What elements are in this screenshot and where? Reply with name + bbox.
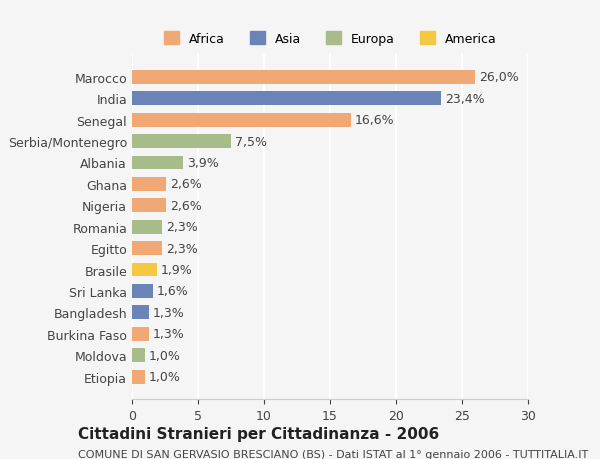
Legend: Africa, Asia, Europa, America: Africa, Asia, Europa, America bbox=[158, 27, 502, 50]
Bar bbox=[132, 241, 163, 256]
Text: 2,3%: 2,3% bbox=[166, 221, 198, 234]
Bar bbox=[132, 306, 149, 319]
Text: 3,9%: 3,9% bbox=[187, 157, 219, 170]
Text: 2,6%: 2,6% bbox=[170, 178, 202, 191]
Text: 2,3%: 2,3% bbox=[166, 242, 198, 255]
Text: Cittadini Stranieri per Cittadinanza - 2006: Cittadini Stranieri per Cittadinanza - 2… bbox=[78, 425, 439, 441]
Text: 16,6%: 16,6% bbox=[355, 114, 395, 127]
Text: 7,5%: 7,5% bbox=[235, 135, 267, 148]
Bar bbox=[132, 199, 166, 213]
Bar bbox=[132, 178, 166, 191]
Text: 2,6%: 2,6% bbox=[170, 199, 202, 213]
Bar bbox=[132, 156, 184, 170]
Text: 1,3%: 1,3% bbox=[153, 328, 185, 341]
Bar bbox=[132, 71, 475, 84]
Text: 1,3%: 1,3% bbox=[153, 306, 185, 319]
Bar bbox=[132, 284, 153, 298]
Bar bbox=[132, 92, 441, 106]
Text: 26,0%: 26,0% bbox=[479, 71, 519, 84]
Text: 1,0%: 1,0% bbox=[149, 349, 181, 362]
Bar bbox=[132, 113, 351, 127]
Bar bbox=[132, 220, 163, 234]
Bar bbox=[132, 370, 145, 384]
Bar bbox=[132, 263, 157, 277]
Text: 1,6%: 1,6% bbox=[157, 285, 189, 298]
Text: 1,0%: 1,0% bbox=[149, 370, 181, 383]
Text: 1,9%: 1,9% bbox=[161, 263, 193, 276]
Bar bbox=[132, 327, 149, 341]
Bar bbox=[132, 135, 231, 149]
Text: COMUNE DI SAN GERVASIO BRESCIANO (BS) - Dati ISTAT al 1° gennaio 2006 - TUTTITAL: COMUNE DI SAN GERVASIO BRESCIANO (BS) - … bbox=[78, 449, 588, 459]
Text: 23,4%: 23,4% bbox=[445, 93, 484, 106]
Bar bbox=[132, 348, 145, 362]
